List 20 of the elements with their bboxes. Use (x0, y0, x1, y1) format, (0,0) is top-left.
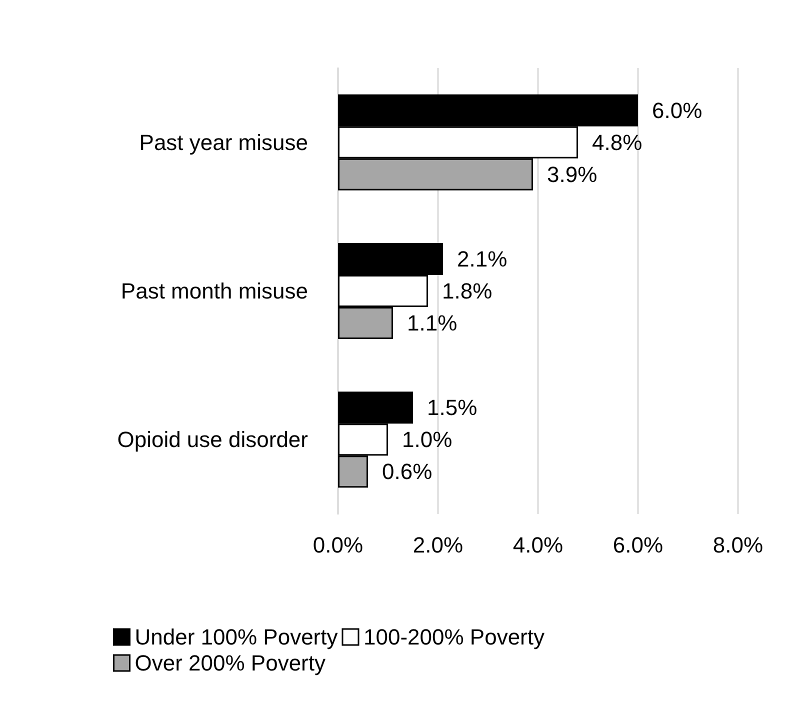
x-tick-label: 0.0% (312, 532, 364, 558)
x-tick-label: 6.0% (612, 532, 664, 558)
data-label: 2.1% (457, 246, 508, 272)
x-tick-label: 4.0% (512, 532, 564, 558)
legend-label: 100-200% Poverty (363, 624, 544, 650)
x-tick-label: 2.0% (412, 532, 464, 558)
data-label: 6.0% (652, 98, 702, 123)
data-label: 3.9% (547, 162, 598, 187)
y-tick-label: Opioid use disorder (117, 427, 308, 452)
data-label: 1.0% (402, 427, 452, 452)
y-tick-label: Past year misuse (139, 130, 308, 155)
legend-label: Under 100% Poverty (134, 624, 338, 650)
data-label: 1.1% (407, 310, 458, 336)
data-label: 4.8% (592, 130, 642, 155)
y-tick-label: Past month misuse (120, 278, 308, 304)
data-label: 1.5% (427, 395, 478, 420)
x-tick-label: 8.0% (712, 532, 764, 558)
data-label: 0.6% (382, 459, 432, 484)
data-label: 1.8% (442, 278, 492, 304)
legend-label: Over 200% Poverty (134, 650, 326, 676)
